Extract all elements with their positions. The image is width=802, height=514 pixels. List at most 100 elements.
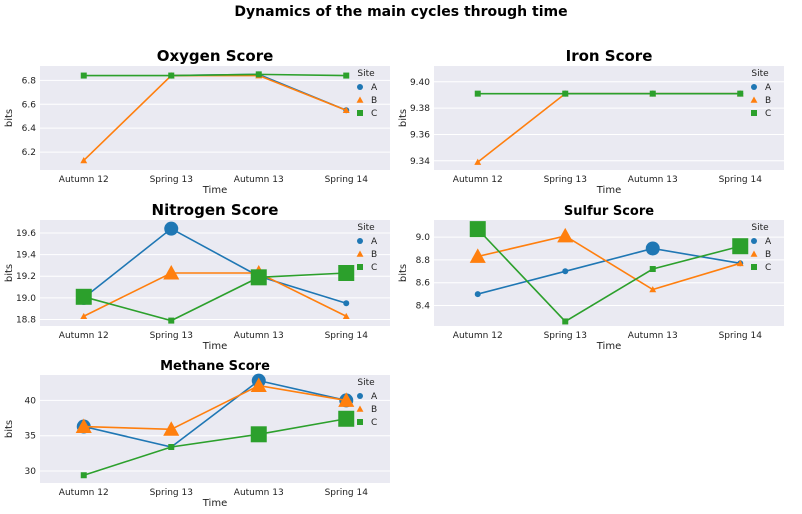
legend-label: B <box>371 96 377 106</box>
data-point-B <box>338 392 355 407</box>
x-tick-label: Spring 14 <box>325 175 369 185</box>
y-tick-label: 8.8 <box>416 256 431 266</box>
x-tick-label: Autumn 13 <box>234 175 284 185</box>
panel-title: Iron Score <box>566 47 653 65</box>
panel-title: Sulfur Score <box>564 204 654 219</box>
data-point-B <box>163 264 180 280</box>
data-point-C <box>168 444 175 450</box>
x-tick-label: Autumn 12 <box>453 331 503 341</box>
y-tick-label: 6.6 <box>22 100 37 110</box>
data-point-A <box>343 300 350 307</box>
chart-panel-methane-score: 30 35 40 Autumn 12 Spring 13 Autumn 13 Spring … <box>4 359 390 509</box>
x-axis-label: Time <box>202 341 227 352</box>
y-axis-label: bits <box>398 264 409 282</box>
y-tick-label: 19.0 <box>16 294 36 304</box>
legend-marker-A <box>357 84 363 90</box>
panel-title: Nitrogen Score <box>152 201 279 219</box>
y-tick-label: 8.4 <box>416 301 431 311</box>
plot-background <box>40 375 390 483</box>
x-tick-label: Autumn 12 <box>59 488 109 498</box>
x-tick-label: Spring 14 <box>719 331 763 341</box>
legend-label: B <box>371 405 377 415</box>
y-axis-label: bits <box>4 264 15 282</box>
data-point-C <box>80 72 87 79</box>
y-tick-label: 19.6 <box>16 229 36 239</box>
y-tick-label: 8.6 <box>416 279 431 289</box>
legend-title: Site <box>751 223 769 233</box>
legend-label: A <box>371 237 378 247</box>
x-tick-label: Spring 14 <box>719 175 763 185</box>
plot-background <box>434 66 784 170</box>
data-point-B <box>736 259 744 267</box>
chart-panel-sulfur-score: 8.4 8.6 8.8 9.0 Autumn 12 Spring 13 Autumn 13 S… <box>398 204 784 352</box>
y-tick-label: 9.40 <box>410 78 430 88</box>
y-tick-label: 9.0 <box>416 233 431 243</box>
legend-label: B <box>371 250 377 260</box>
y-tick-label: 35 <box>25 432 36 442</box>
legend-marker-C <box>751 264 757 270</box>
data-point-C <box>75 288 92 305</box>
legend-marker-A <box>751 238 757 244</box>
series-line-C <box>477 228 741 323</box>
x-axis-label: Time <box>596 341 621 352</box>
legend-marker-B <box>356 96 364 103</box>
legend-marker-B <box>750 250 758 257</box>
legend-title: Site <box>357 223 375 233</box>
data-point-C <box>255 71 262 78</box>
data-point-C <box>250 426 267 443</box>
legend-label: A <box>371 83 378 93</box>
chart-panel-nitrogen-score: 18.8 19.0 19.2 19.4 19.6 Autumn 12 Spring 13 Au… <box>4 201 390 352</box>
data-point-B <box>557 227 574 243</box>
legend-label: C <box>765 109 771 119</box>
data-point-C <box>469 221 486 238</box>
y-tick-label: 6.2 <box>22 148 36 158</box>
data-point-C <box>474 90 481 97</box>
data-point-B <box>163 421 180 436</box>
data-point-B <box>80 156 88 164</box>
y-tick-label: 19.4 <box>16 251 36 261</box>
data-point-C <box>343 72 350 79</box>
data-point-B <box>250 377 267 393</box>
legend-marker-C <box>357 419 363 425</box>
series-line-C <box>83 417 347 476</box>
x-tick-label: Autumn 12 <box>453 175 503 185</box>
x-tick-label: Spring 14 <box>325 331 369 341</box>
data-point-B <box>342 106 350 113</box>
x-tick-label: Autumn 13 <box>234 331 284 341</box>
series-line-B <box>477 235 741 291</box>
data-point-A <box>562 268 569 275</box>
series-line-C <box>83 73 347 77</box>
legend-marker-A <box>357 393 363 399</box>
y-axis-label: bits <box>4 109 15 127</box>
legend-title: Site <box>357 378 375 388</box>
data-point-C <box>732 238 749 255</box>
y-tick-label: 9.38 <box>410 104 430 114</box>
x-axis-label: Time <box>202 498 227 509</box>
data-point-C <box>168 317 175 324</box>
data-point-B <box>75 418 92 433</box>
series-line-C <box>83 272 347 322</box>
data-point-B <box>80 312 88 320</box>
series-line-B <box>83 384 347 431</box>
data-point-C <box>649 90 656 97</box>
data-point-B <box>474 158 482 165</box>
x-tick-label: Autumn 12 <box>59 331 109 341</box>
legend-label: A <box>765 83 772 93</box>
data-point-C <box>338 410 355 427</box>
data-point-C <box>80 472 87 479</box>
legend-label: A <box>765 237 772 247</box>
x-axis-label: Time <box>202 185 227 196</box>
data-point-B <box>342 312 350 320</box>
legend-marker-A <box>751 84 757 90</box>
legend-label: C <box>371 263 377 273</box>
data-point-B <box>469 248 486 263</box>
legend-marker-B <box>356 405 364 412</box>
legend-marker-C <box>751 110 757 116</box>
series-line-A <box>477 247 741 295</box>
data-point-C <box>649 266 656 273</box>
x-axis-label: Time <box>596 185 621 196</box>
y-tick-label: 30 <box>25 467 37 477</box>
panel-title: Methane Score <box>160 359 270 374</box>
data-point-B <box>649 286 657 293</box>
data-point-C <box>562 318 569 325</box>
